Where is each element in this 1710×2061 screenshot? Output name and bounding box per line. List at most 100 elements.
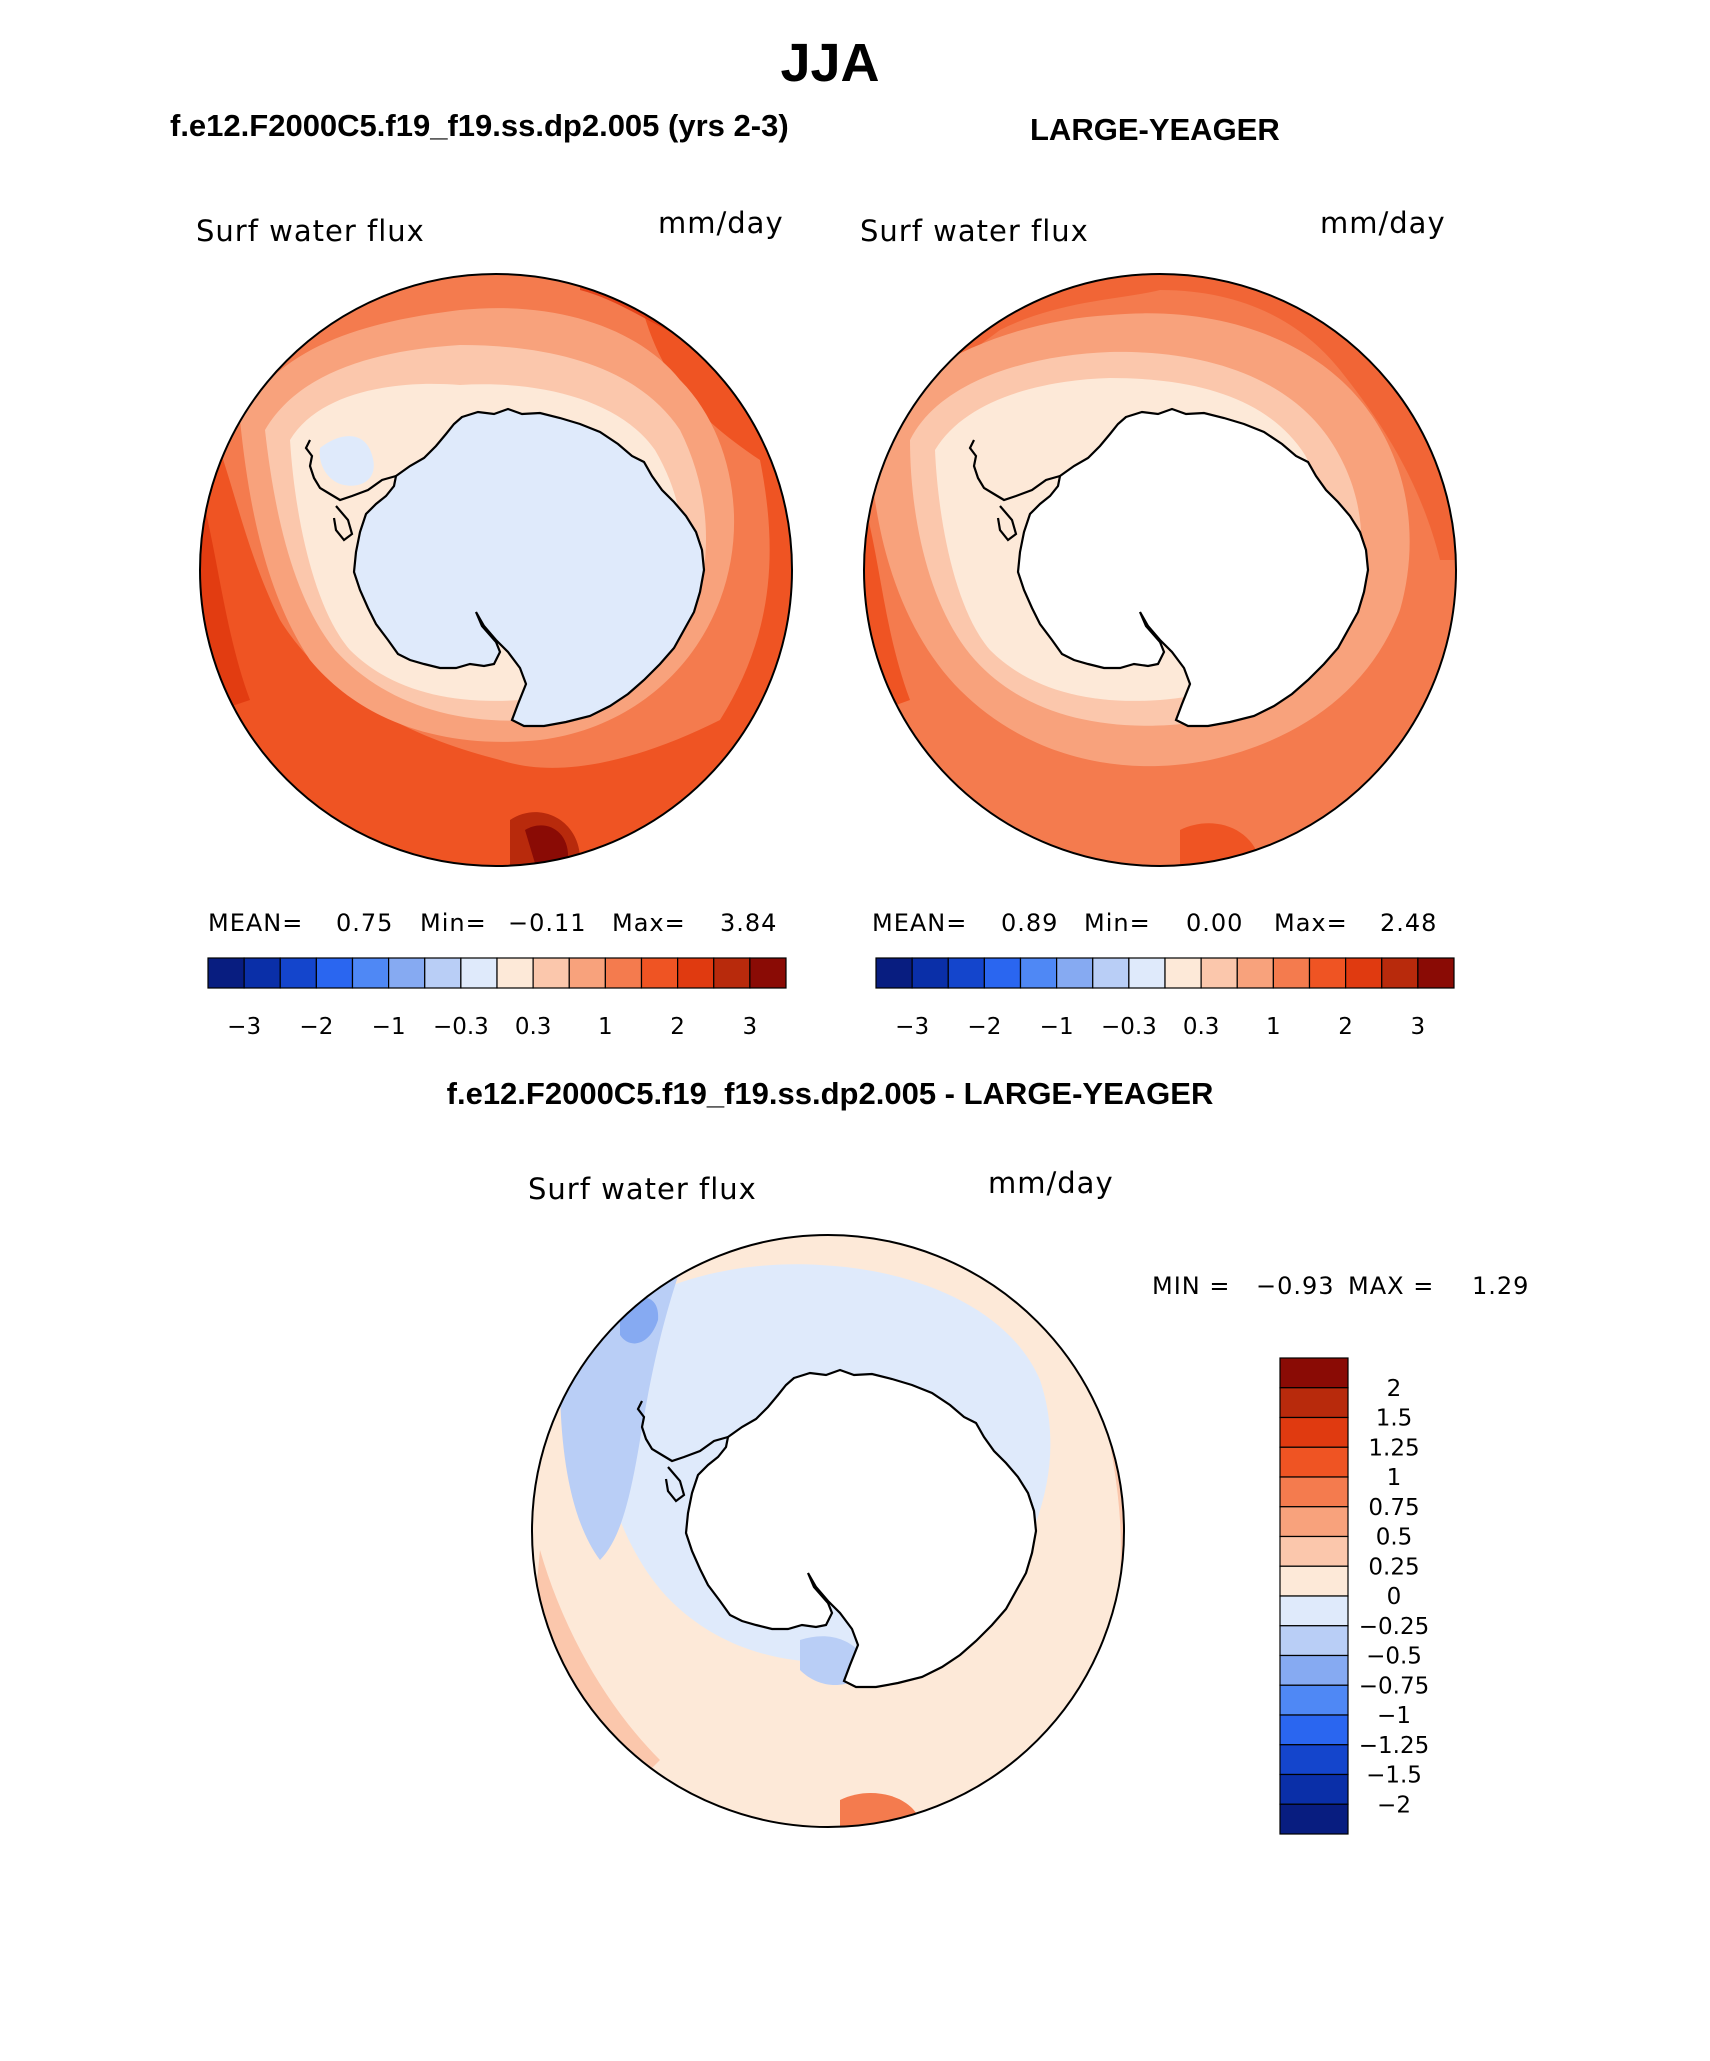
panel1-colorbar-swatch xyxy=(279,957,317,989)
panel2-min-label: Min= xyxy=(1084,909,1151,937)
panel1-colorbar-swatch xyxy=(496,957,534,989)
panel2-mean-label: MEAN= xyxy=(872,909,968,937)
panel3-colorbar: 2 1.5 1.25 1 0.75 0.5 0.25 0 −0.25 −0.5 −0.75 −1 −1.… xyxy=(1279,1357,1429,1835)
panel2-units-label: mm/day xyxy=(1320,206,1446,240)
obs-title: LARGE-YEAGER xyxy=(1030,112,1280,147)
panel2-colorbar-swatch xyxy=(983,957,1022,989)
panel1-colorbar-tick-label: −0.3 xyxy=(433,1014,489,1040)
panel1-min-value: −0.11 xyxy=(508,909,587,937)
panel2-max-label: Max= xyxy=(1274,909,1348,937)
panel2-map xyxy=(864,274,1456,866)
panel2-colorbar: −3 −2 −1 −0.3 0.3 1 2 3 xyxy=(875,957,1455,1040)
panel2-colorbar-swatch xyxy=(911,957,949,989)
panel3-colorbar-swatch xyxy=(1279,1773,1349,1805)
panel3-colorbar-swatch xyxy=(1279,1506,1349,1538)
panel1-colorbar-swatch xyxy=(713,957,751,989)
panel1-colorbar-tick-label: −2 xyxy=(299,1014,333,1040)
panel2-variable-label: Surf water flux xyxy=(860,214,1089,248)
panel3-colorbar-swatch xyxy=(1279,1684,1349,1716)
panel2-colorbar-swatch xyxy=(1417,957,1455,989)
panel2-min-value: 0.00 xyxy=(1186,909,1244,937)
panel1-mean-value: 0.75 xyxy=(336,909,394,937)
panel1-colorbar-swatch xyxy=(388,957,426,989)
figure-title: JJA xyxy=(780,33,880,93)
panel3-colorbar-swatch xyxy=(1279,1654,1349,1686)
panel3-min-label: MIN = xyxy=(1152,1272,1231,1300)
panel3-colorbar-tick-label: 0.5 xyxy=(1376,1525,1413,1551)
panel1-colorbar-swatch xyxy=(677,957,715,989)
panel2-colorbar-tick-label: 2 xyxy=(1338,1014,1353,1040)
panel1-max-value: 3.84 xyxy=(720,909,778,937)
panel1-colorbar-swatch xyxy=(640,957,679,989)
panel2-colorbar-tick-label: 3 xyxy=(1411,1014,1426,1040)
panel3-colorbar-tick-label: −1.5 xyxy=(1366,1763,1422,1789)
panel1-colorbar-tick-label: −1 xyxy=(372,1014,406,1040)
panel2-mean-value: 0.89 xyxy=(1001,909,1059,937)
panel2-colorbar-swatch xyxy=(1200,957,1238,989)
panel3-colorbar-tick-label: 1.5 xyxy=(1376,1406,1413,1432)
panel2-colorbar-swatch xyxy=(1056,957,1094,989)
panel1-colorbar-swatch xyxy=(207,957,245,989)
panel1-min-label: Min= xyxy=(420,909,487,937)
panel3-max-label: MAX = xyxy=(1348,1272,1435,1300)
panel2-colorbar-swatch xyxy=(1164,957,1202,989)
panel1-map xyxy=(200,274,792,866)
panel3-colorbar-tick-label: −1 xyxy=(1377,1703,1411,1729)
panel2-colorbar-swatch xyxy=(1236,957,1274,989)
panel2-colorbar-tick-label: −0.3 xyxy=(1101,1014,1157,1040)
panel1-colorbar-tick-label: 0.3 xyxy=(515,1014,552,1040)
panel3-colorbar-tick-label: 1 xyxy=(1387,1465,1402,1491)
panel1-colorbar-swatch xyxy=(424,957,462,989)
panel1-colorbar-tick-label: 3 xyxy=(743,1014,758,1040)
panel1-variable-label: Surf water flux xyxy=(196,214,425,248)
panel1-colorbar-swatch xyxy=(460,957,498,989)
panel3-colorbar-swatch xyxy=(1279,1446,1349,1478)
model-title: f.e12.F2000C5.f19_f19.ss.dp2.005 (yrs 2-… xyxy=(170,108,789,143)
panel3-map-border xyxy=(531,1234,1125,1828)
difference-title: f.e12.F2000C5.f19_f19.ss.dp2.005 - LARGE… xyxy=(446,1076,1214,1111)
panel3-map xyxy=(532,1235,1124,1827)
panel3-colorbar-tick-label: 1.25 xyxy=(1368,1435,1419,1461)
panel1-units-label: mm/day xyxy=(658,206,784,240)
panel2-colorbar-swatch xyxy=(1272,957,1311,989)
panel3-colorbar-swatch xyxy=(1279,1803,1349,1835)
panel2-colorbar-swatch xyxy=(947,957,985,989)
panel1-colorbar: −3 −2 −1 −0.3 0.3 1 2 3 xyxy=(207,957,787,1040)
panel3-colorbar-swatch xyxy=(1279,1416,1349,1448)
panel1-colorbar-swatch xyxy=(568,957,606,989)
panel3-colorbar-tick-label: −0.5 xyxy=(1366,1644,1422,1670)
panel1-colorbar-swatch xyxy=(315,957,354,989)
panel1-colorbar-swatch xyxy=(243,957,281,989)
panel1-max-label: Max= xyxy=(612,909,686,937)
panel2-colorbar-tick-label: 0.3 xyxy=(1183,1014,1220,1040)
panel3-colorbar-tick-label: 0.75 xyxy=(1368,1495,1419,1521)
panel1-colorbar-swatch xyxy=(532,957,570,989)
panel3-colorbar-swatch xyxy=(1279,1357,1349,1389)
panel1-colorbar-tick-label: −3 xyxy=(227,1014,261,1040)
panel3-colorbar-swatch xyxy=(1279,1535,1349,1567)
panel2-colorbar-swatch xyxy=(1128,957,1166,989)
panel3-colorbar-tick-label: −0.75 xyxy=(1359,1673,1429,1699)
panel3-colorbar-swatch xyxy=(1279,1625,1349,1657)
panel1-colorbar-swatch xyxy=(604,957,643,989)
panel1-colorbar-tick-label: 1 xyxy=(598,1014,613,1040)
panel3-colorbar-swatch xyxy=(1279,1595,1349,1627)
panel3-colorbar-tick-label: −2 xyxy=(1377,1792,1411,1818)
panel3-colorbar-tick-label: −1.25 xyxy=(1359,1733,1429,1759)
panel3-colorbar-swatch xyxy=(1279,1387,1349,1419)
panel1-colorbar-swatch xyxy=(351,957,390,989)
panel2-colorbar-tick-label: −3 xyxy=(895,1014,929,1040)
panel2-map-border xyxy=(863,273,1457,867)
panel3-colorbar-tick-label: 0 xyxy=(1387,1584,1402,1610)
panel1-map-border xyxy=(199,273,793,867)
panel2-max-value: 2.48 xyxy=(1380,909,1438,937)
panel2-colorbar-swatch xyxy=(1345,957,1383,989)
panel1-mean-label: MEAN= xyxy=(208,909,304,937)
panel2-colorbar-swatch xyxy=(1092,957,1130,989)
panel3-colorbar-swatch xyxy=(1279,1744,1349,1776)
panel3-variable-label: Surf water flux xyxy=(528,1172,757,1206)
panel2-colorbar-tick-label: 1 xyxy=(1266,1014,1281,1040)
panel3-colorbar-tick-label: 2 xyxy=(1387,1376,1402,1402)
panel3-colorbar-swatch xyxy=(1279,1714,1349,1746)
panel1-colorbar-swatch xyxy=(749,957,787,989)
